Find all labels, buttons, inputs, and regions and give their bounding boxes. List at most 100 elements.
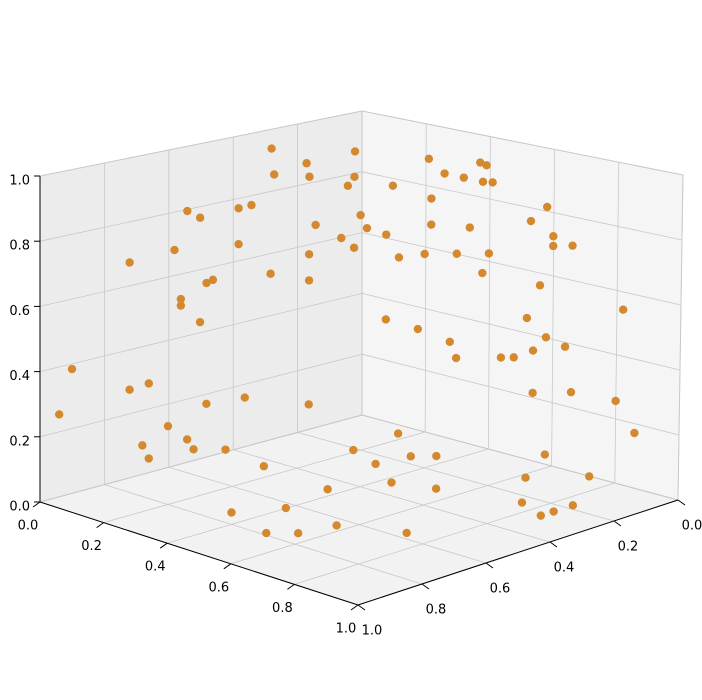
point [432,451,441,461]
x-tick [223,563,232,570]
point [371,459,380,469]
point [568,241,577,250]
point [67,364,77,374]
grid-line [103,431,426,523]
point [163,421,173,431]
point [125,385,134,394]
y-tick-label: 0.6 [490,582,511,597]
point [618,305,628,314]
point [183,206,192,216]
point [406,452,415,461]
x-tick-label: 0.4 [145,560,166,575]
z-tick-label: 0.4 [9,369,30,384]
point [440,169,449,178]
x-tick-label: 1.0 [336,622,357,637]
point [459,173,469,182]
point [393,429,403,438]
point [478,268,487,278]
grid-line [614,162,620,484]
point [509,353,518,362]
point [125,258,134,267]
point [311,220,320,230]
z-tick-label: 1.0 [9,174,30,189]
point [234,204,243,213]
point [528,388,537,398]
point [54,410,64,419]
grid-line [230,465,552,565]
point [517,498,527,507]
point [332,521,341,530]
point [465,223,475,232]
grid-line [361,414,679,501]
point [431,484,441,493]
point [189,445,198,454]
point [549,507,558,516]
grid-line [424,123,427,433]
point [176,301,186,310]
point [382,230,391,239]
point [202,278,211,288]
point [549,232,558,241]
point [293,528,303,538]
point [304,250,314,259]
grid-line [361,353,680,436]
grid-line [168,466,487,564]
x-tick [96,522,104,529]
grid-line [488,136,491,450]
point [451,353,461,363]
x-tick [287,583,295,590]
point [611,396,620,406]
point [542,202,552,212]
point [281,503,291,513]
y-tick-label: 0.8 [426,603,447,618]
point [476,158,485,167]
point [227,508,236,517]
grid-line [361,232,682,306]
point [195,213,205,222]
grid-line [39,171,363,242]
x-tick-label: 0.2 [81,539,102,554]
point [585,472,594,481]
point [240,393,249,402]
grid-line [551,149,555,467]
point [221,445,230,454]
point [144,379,153,388]
point [522,313,532,323]
point [549,241,558,251]
y-tick [613,520,622,527]
grid-line [39,353,363,438]
point [176,294,186,304]
grid-line [361,293,681,371]
point [362,223,372,233]
point [144,454,153,463]
grid-line [361,171,683,241]
point [420,249,429,259]
point [540,450,550,459]
point [349,445,358,455]
point [452,249,461,258]
x-tick-label: 0.0 [18,519,39,534]
point [138,441,147,450]
point [323,485,332,494]
point [388,181,398,190]
point [208,275,218,285]
x-tick-label: 0.6 [208,580,229,595]
y-tick-label: 0.0 [682,519,702,534]
point [259,462,269,471]
point [630,428,639,438]
point [350,172,359,181]
point [267,144,276,153]
grid-line [361,110,684,176]
point [541,333,551,342]
y-tick-label: 0.2 [618,540,639,555]
grid-line [39,293,363,372]
x-tick-label: 0.8 [272,601,293,616]
point [234,239,243,249]
point [350,147,360,156]
y-tick-label: 0.4 [554,561,575,576]
point [568,501,578,510]
point [182,435,192,444]
point [304,400,313,409]
point [484,249,494,258]
